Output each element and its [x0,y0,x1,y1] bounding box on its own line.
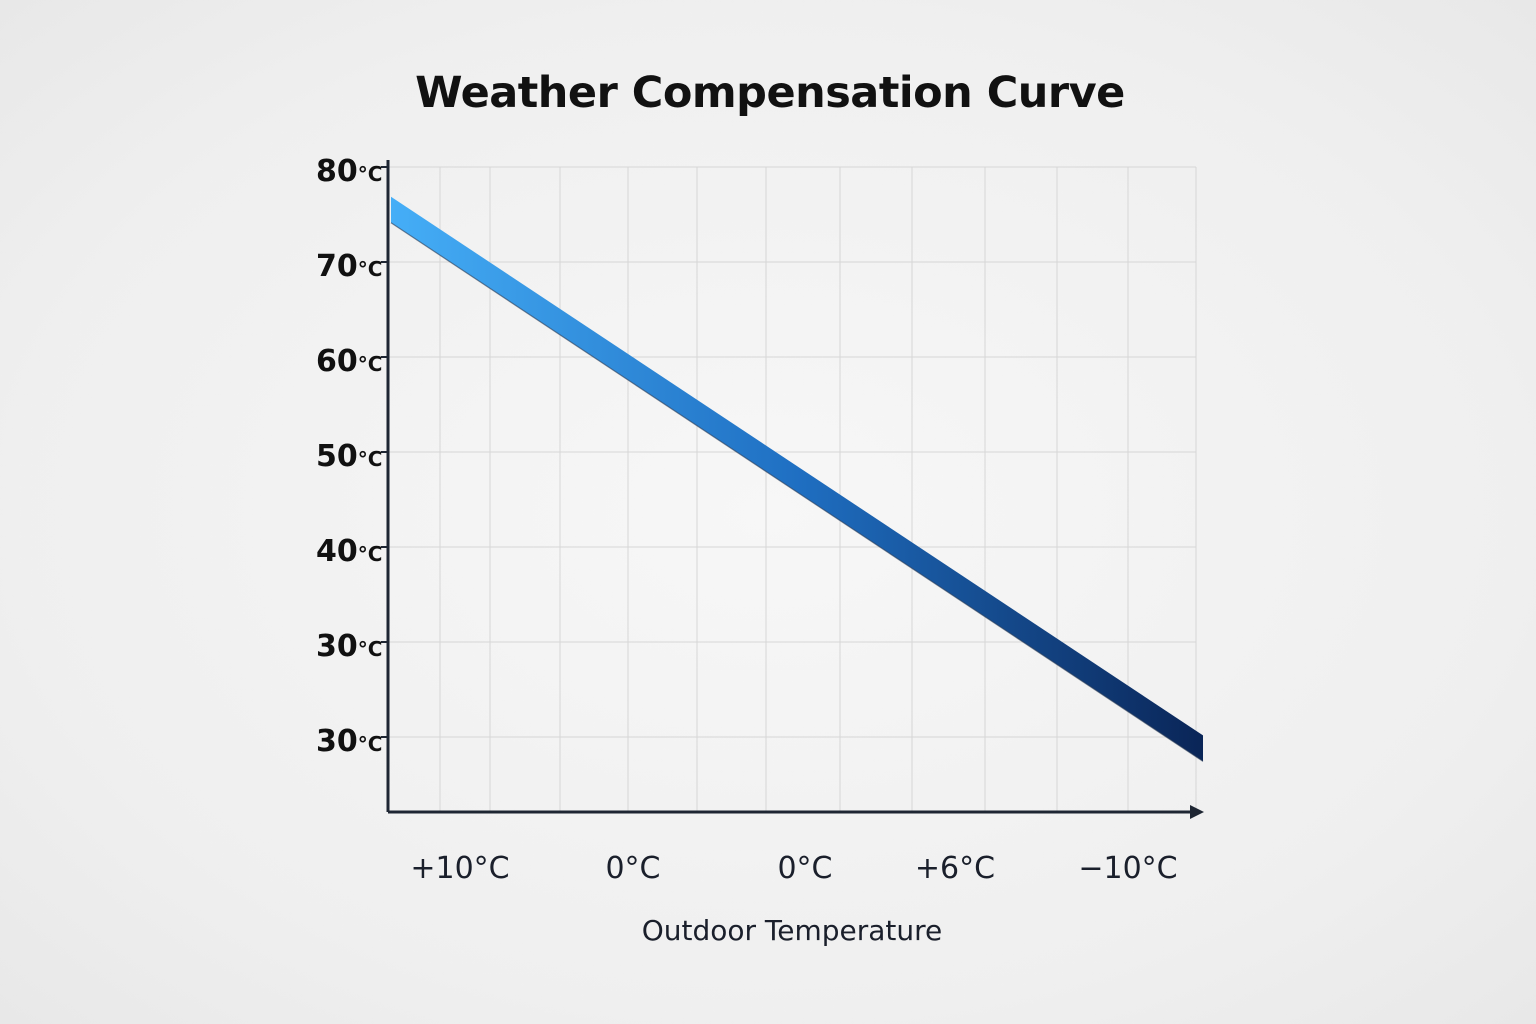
x-axis-label: Outdoor Temperature [642,914,943,947]
x-tick-labels: +10°C 0°C 0°C +6°C −10°C [410,851,1177,886]
y-tick-label: 40°C [316,534,382,569]
x-tick-label: +6°C [915,851,995,886]
y-tick-label: 30°C [316,629,382,664]
y-tick-label: 70°C [316,249,382,284]
x-axis-arrow-icon [1190,805,1204,819]
x-tick-label: −10°C [1078,851,1177,886]
x-tick-label: +10°C [410,851,509,886]
y-tick-label: 80°C [316,154,382,189]
y-tick-label: 50°C [316,439,382,474]
x-tick-label: 0°C [605,851,660,886]
grid [388,166,1197,812]
curve-band [391,196,1203,762]
chart-title: Weather Compensation Curve [415,68,1125,118]
y-tick-label: 60°C [316,344,382,379]
y-tick-label: 30°C [316,724,382,759]
curve [390,196,1204,762]
y-tick-labels: 80°C 70°C 60°C 50°C 40°C 30°C 30°C [316,154,388,759]
curve-shadow-edge [390,222,1204,762]
axes [386,160,1204,819]
x-tick-label: 0°C [777,851,832,886]
